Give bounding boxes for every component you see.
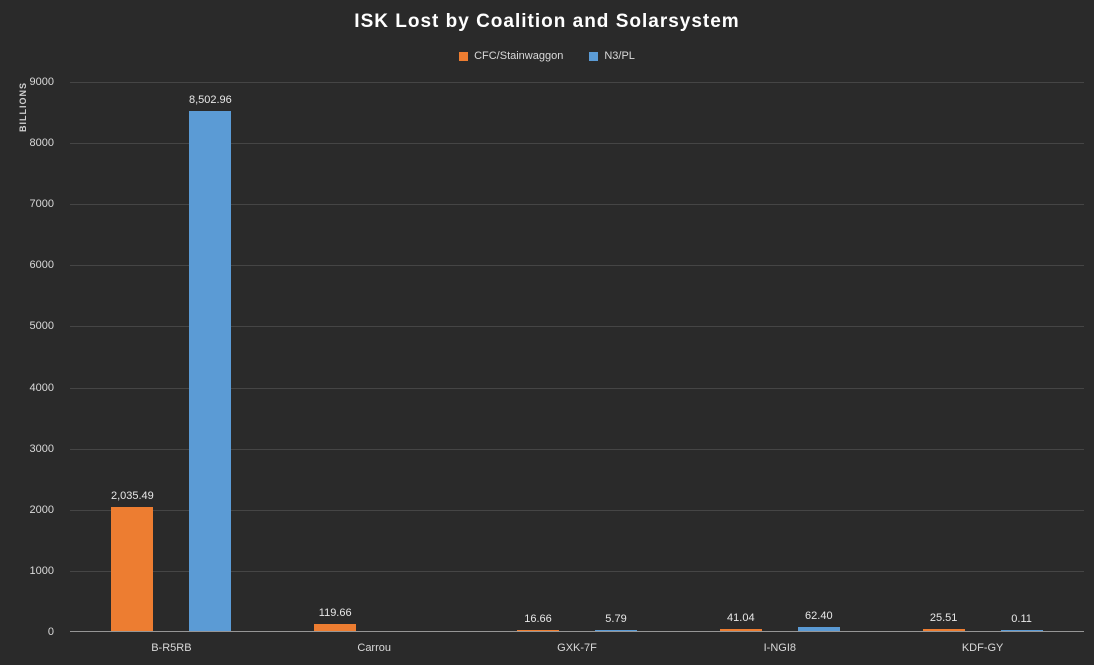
y-tick-label: 5000 bbox=[29, 320, 54, 333]
data-label-n3-pl-i-ngi8: 62.40 bbox=[805, 610, 833, 623]
gridline bbox=[70, 204, 1084, 206]
y-tick-label: 2000 bbox=[29, 503, 54, 516]
x-tick-label-gxk-7f: GXK-7F bbox=[557, 642, 597, 654]
gridline bbox=[70, 143, 1084, 145]
data-label-n3-pl-gxk-7f: 5.79 bbox=[605, 613, 627, 625]
gridline bbox=[70, 509, 1084, 511]
legend: CFC/Stainwaggon N3/PL bbox=[0, 50, 1094, 62]
legend-label: N3/PL bbox=[604, 50, 635, 62]
data-label-cfc-stainwaggon-gxk-7f: 16.66 bbox=[524, 612, 552, 625]
x-tick-label-b-r5rb: B-R5RB bbox=[151, 642, 192, 654]
x-axis: B-R5RB Carrou GXK-7F I-NGI8 KDF-GY bbox=[70, 642, 1084, 660]
y-tick-label: 6000 bbox=[29, 259, 54, 272]
x-tick-label-i-ngi8: I-NGI8 bbox=[763, 642, 796, 654]
gridline bbox=[70, 387, 1084, 389]
gridline bbox=[70, 265, 1084, 267]
gridline bbox=[70, 448, 1084, 450]
bar-cfc-stainwaggon-b-r5rb bbox=[111, 506, 154, 631]
gridline bbox=[70, 326, 1084, 328]
data-label-cfc-stainwaggon-carrou: 119.66 bbox=[318, 606, 352, 619]
bar-cfc-stainwaggon-kdf-gy bbox=[922, 629, 965, 631]
x-tick-label-carrou: Carrou bbox=[357, 642, 391, 654]
gridline bbox=[70, 570, 1084, 572]
legend-item-n3-pl: N3/PL bbox=[589, 50, 635, 62]
y-tick-label: 1000 bbox=[29, 564, 54, 577]
y-tick-label: 7000 bbox=[29, 198, 54, 211]
x-tick-label-kdf-gy: KDF-GY bbox=[961, 642, 1004, 654]
bar-n3-pl-b-r5rb bbox=[189, 111, 232, 631]
y-tick-label: 0 bbox=[47, 626, 54, 638]
bar-n3-pl-kdf-gy bbox=[1000, 630, 1043, 631]
legend-label: CFC/Stainwaggon bbox=[474, 50, 564, 62]
legend-item-cfc-stainwaggon: CFC/Stainwaggon bbox=[459, 50, 563, 62]
y-tick-label: 9000 bbox=[29, 76, 54, 88]
data-label-n3-pl-kdf-gy: 0.11 bbox=[1011, 613, 1032, 625]
y-tick-label: 3000 bbox=[29, 442, 54, 455]
chart-title: ISK Lost by Coalition and Solarsystem bbox=[354, 11, 740, 32]
gridline bbox=[70, 82, 1084, 83]
data-label-cfc-stainwaggon-i-ngi8: 41.04 bbox=[727, 611, 755, 624]
data-label-n3-pl-b-r5rb: 8,502.96 bbox=[188, 94, 232, 107]
y-tick-label: 8000 bbox=[29, 137, 54, 150]
y-tick-label: 4000 bbox=[29, 381, 54, 394]
bar-cfc-stainwaggon-gxk-7f bbox=[517, 629, 559, 631]
x-axis-line bbox=[70, 631, 1084, 632]
bar-cfc-stainwaggon-carrou bbox=[314, 623, 357, 631]
bar-cfc-stainwaggon-i-ngi8 bbox=[719, 628, 762, 631]
bar-n3-pl-gxk-7f bbox=[595, 630, 637, 631]
plot-area: 2,035.49 8,502.96 119.66 16.66 5.79 41.04 62.4… bbox=[70, 82, 1084, 632]
bar-n3-pl-i-ngi8 bbox=[797, 627, 840, 631]
data-label-cfc-stainwaggon-kdf-gy: 25.51 bbox=[929, 612, 958, 625]
data-label-cfc-stainwaggon-b-r5rb: 2,035.49 bbox=[110, 489, 154, 502]
y-axis: 0 1000 2000 3000 4000 5000 6000 7000 8000 9000 bbox=[0, 76, 62, 638]
legend-swatch-n3-pl bbox=[589, 51, 599, 61]
legend-swatch-cfc-stainwaggon bbox=[459, 51, 469, 61]
